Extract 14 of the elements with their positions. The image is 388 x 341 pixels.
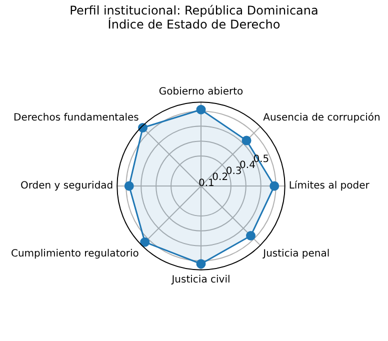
spoke-label: Derechos fundamentales xyxy=(14,112,139,124)
y-tick-label: 0.2 xyxy=(212,172,228,184)
spoke-label: Justicia penal xyxy=(262,248,330,260)
spoke-label: Orden y seguridad xyxy=(20,180,114,192)
spoke-label: Justicia civil xyxy=(170,274,230,286)
spoke-label: Ausencia de corrupción xyxy=(263,112,380,124)
spoke-label: Cumplimiento regulatorio xyxy=(10,248,139,260)
y-tick-label: 0.3 xyxy=(226,166,242,177)
spoke-label: Gobierno abierto xyxy=(158,86,244,98)
spoke-label: Límites al poder xyxy=(288,180,370,192)
chart-subtitle: Índice de Estado de Derecho xyxy=(108,16,280,32)
y-tick-label: 0.1 xyxy=(198,178,214,190)
y-tick-label: 0.4 xyxy=(240,160,256,171)
chart-title: Perfil institucional: República Dominicana xyxy=(70,3,318,18)
